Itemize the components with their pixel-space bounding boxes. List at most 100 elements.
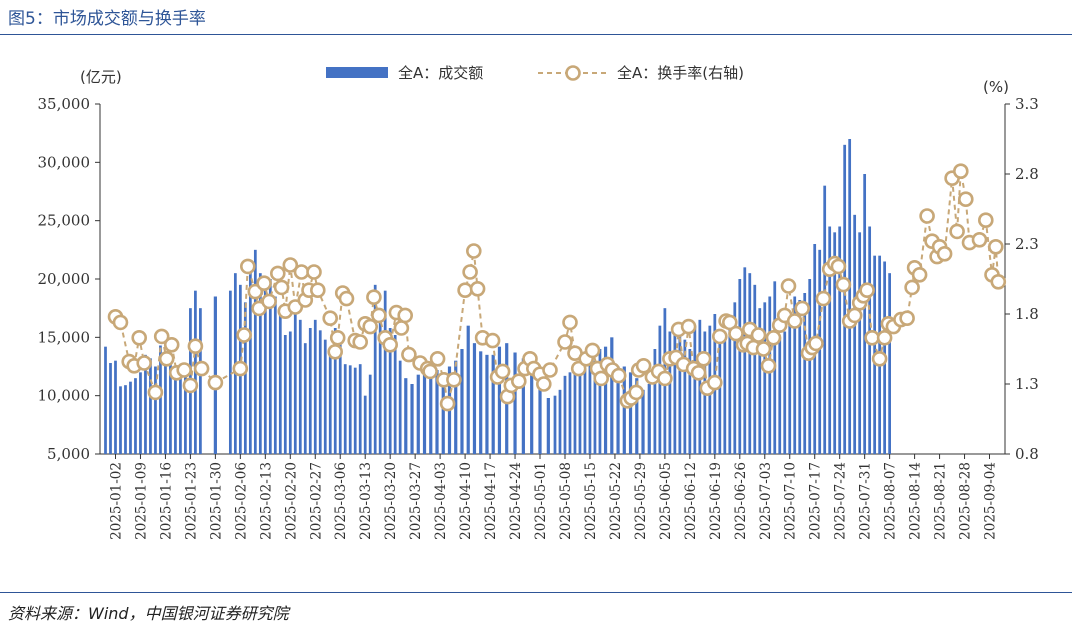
bar <box>808 279 812 454</box>
bar <box>783 331 787 454</box>
bar <box>843 144 847 454</box>
turnover-point <box>728 325 744 342</box>
bar <box>199 308 202 454</box>
turnover-point <box>329 329 346 346</box>
turnover-point <box>256 275 272 291</box>
turnover-point <box>112 314 129 331</box>
x-axis-ticks: 2025-01-02 2025-01-09 2025-01-16 2025-01-23… <box>108 454 999 540</box>
bar <box>323 339 327 454</box>
right-axis-tick-label: 2.8 <box>1015 165 1039 183</box>
bar <box>753 284 757 454</box>
x-axis-tick-label: 2025-04-24 <box>508 462 524 540</box>
bar <box>293 308 297 454</box>
bar <box>273 296 277 454</box>
bar <box>647 384 651 454</box>
turnover-point <box>269 265 286 282</box>
bar <box>393 335 397 454</box>
turnover-point <box>815 290 832 307</box>
turnover-point <box>366 289 382 306</box>
bar <box>778 337 782 454</box>
turnover-point <box>422 363 438 380</box>
right-axis-tick-label: 2.3 <box>1015 235 1039 253</box>
turnover-point <box>469 281 486 297</box>
bar <box>416 374 420 454</box>
turnover-point <box>690 364 707 381</box>
turnover-point <box>393 320 410 336</box>
x-axis-tick-label: 2025-01-02 <box>108 462 124 540</box>
turnover-point <box>835 276 852 293</box>
chart: 全A：成交额 全A：换手率(右轴) (亿元) (%) 5,000 10,000 15… <box>38 64 1039 540</box>
turnover-point <box>808 335 824 352</box>
x-axis-tick-label: 2025-02-06 <box>233 462 249 540</box>
bar <box>513 352 517 454</box>
bar <box>833 232 837 454</box>
turnover-point <box>864 329 880 346</box>
left-axis-tick-label: 30,000 <box>38 153 91 171</box>
x-axis-tick-label: 2025-04-17 <box>483 462 499 540</box>
bar <box>888 273 891 454</box>
bottom-rule <box>0 592 1072 593</box>
bar <box>803 293 807 454</box>
bar <box>521 358 525 454</box>
x-axis-tick-label: 2025-08-14 <box>908 462 924 540</box>
turnover-point <box>362 318 379 335</box>
left-axis-tick-label: 20,000 <box>38 270 91 288</box>
x-axis-tick-label: 2025-06-05 <box>658 462 674 540</box>
turnover-point <box>952 163 969 179</box>
bar <box>124 385 127 454</box>
x-axis-tick-label: 2025-08-21 <box>933 462 949 540</box>
turnover-point <box>293 264 310 280</box>
turnover-point <box>338 290 355 307</box>
x-axis-tick-label: 2025-04-03 <box>433 462 449 540</box>
right-axis-tick-label: 3.3 <box>1015 95 1039 113</box>
turnover-point <box>971 232 988 248</box>
bar <box>688 349 692 454</box>
x-axis-tick-label: 2025-01-16 <box>158 462 174 540</box>
turnover-point <box>899 310 915 327</box>
bar <box>184 372 187 454</box>
bar <box>308 328 312 454</box>
turnover-point <box>706 374 723 391</box>
turnover-point <box>765 329 782 346</box>
bar <box>610 337 614 454</box>
bar <box>378 308 382 454</box>
x-axis-tick-label: 2025-01-09 <box>133 462 149 540</box>
turnover-point <box>429 350 446 367</box>
bar <box>472 343 477 454</box>
right-axis-tick-label: 1.8 <box>1015 305 1039 323</box>
bar <box>343 364 347 454</box>
bar <box>288 331 292 454</box>
top-rule <box>0 34 1072 35</box>
bar <box>303 343 307 454</box>
bar <box>353 367 357 454</box>
turnover-point <box>957 191 974 207</box>
turnover-point <box>176 362 192 378</box>
bar <box>598 349 602 454</box>
bar <box>583 368 587 454</box>
x-axis-tick-label: 2025-01-23 <box>183 462 199 540</box>
turnover-point <box>990 274 1007 290</box>
bar <box>491 354 495 454</box>
bar <box>479 351 483 454</box>
bar <box>588 360 592 454</box>
bar <box>298 319 302 454</box>
bar <box>373 284 377 454</box>
turnover-point <box>182 377 199 394</box>
x-axis-tick-label: 2025-07-31 <box>858 462 874 540</box>
bar <box>404 378 408 454</box>
turnover-point <box>306 264 322 280</box>
left-axis-tick-label: 5,000 <box>47 445 90 463</box>
bar <box>328 349 332 454</box>
bar <box>383 290 387 454</box>
x-axis-tick-label: 2025-05-22 <box>608 462 624 540</box>
bar <box>738 279 742 454</box>
bar <box>658 325 662 454</box>
bar-series <box>104 139 891 454</box>
turnover-point <box>695 350 712 367</box>
bar <box>248 261 252 454</box>
turnover-point <box>371 307 387 324</box>
turnover-point <box>236 327 252 343</box>
right-axis-ticks: 0.8 1.3 1.8 2.3 2.8 3.3 <box>1005 95 1039 463</box>
bar <box>653 349 657 454</box>
bar <box>318 330 322 454</box>
